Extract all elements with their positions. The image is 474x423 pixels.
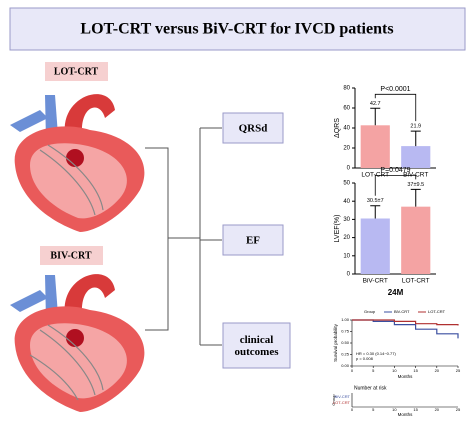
title: LOT-CRT versus BiV-CRT for IVCD patients: [80, 21, 393, 38]
survival-curve: [352, 319, 459, 339]
legend-label: BiV-CRT: [394, 309, 410, 314]
bar: [401, 206, 431, 274]
risk-x-tick-label: 10: [392, 407, 397, 412]
y-tick-label: 30: [343, 217, 350, 223]
y-tick-label: 40: [343, 199, 350, 205]
value-label: 30.5±7: [367, 198, 384, 204]
y-label: LVEF(%): [334, 215, 341, 243]
y-label: Survival probability: [333, 323, 338, 362]
risk-x-tick-label: 0: [351, 407, 354, 412]
survival-curve: [352, 319, 459, 326]
bar: [401, 146, 431, 168]
group-label: LOT-CRT: [54, 66, 99, 77]
outcome-box: [222, 322, 291, 369]
significance-bracket: [374, 174, 417, 196]
error-bar: [410, 188, 421, 207]
y-tick-label: 1.00: [341, 317, 350, 322]
legend-title: Group: [364, 309, 376, 314]
heart: [10, 274, 145, 412]
outcome: QRSd: [239, 123, 268, 135]
y-tick-label: 60: [343, 106, 350, 112]
error-bar: [410, 130, 421, 147]
risk-table-title: Number at risk: [354, 385, 387, 391]
error-bar: [370, 107, 381, 126]
outcome: EF: [246, 235, 260, 247]
p-value: P=0.0479: [380, 167, 410, 174]
annotation: p = 0.008: [356, 356, 374, 361]
group-label: BIV-CRT: [50, 250, 91, 261]
outcome-box: [222, 112, 284, 144]
y-tick-label: 80: [343, 86, 350, 92]
x-tick-label: 20: [435, 368, 440, 373]
x-tick-label: 0: [351, 368, 354, 373]
risk-table-label: BiV-CRT: [335, 394, 351, 399]
outcome: clinical outcomes: [234, 333, 279, 358]
outcome-box: [222, 224, 284, 256]
y-tick-label: 40: [343, 126, 350, 132]
bar: [360, 218, 390, 274]
y-tick-label: 0.50: [341, 340, 350, 345]
x-tick-label: 5: [372, 368, 375, 373]
outcome-wrap: clinical outcomes: [234, 333, 279, 358]
heart: [10, 94, 145, 232]
risk-table-label: LOT-CRT: [333, 400, 351, 405]
y-tick-label: 0: [347, 272, 351, 278]
title-box: [9, 7, 466, 51]
x-tick-label: LOT-CRT: [402, 278, 430, 285]
x-label: 24M: [388, 288, 404, 297]
y-tick-label: 0.00: [341, 363, 350, 368]
x-tick-label: 10: [392, 368, 397, 373]
y-tick-label: 20: [343, 146, 350, 152]
group-label-box: [45, 62, 108, 81]
risk-x-tick-label: 20: [435, 407, 440, 412]
group-label-box: [40, 246, 103, 265]
risk-x-tick-label: 5: [372, 407, 375, 412]
y-tick-label: 20: [343, 235, 350, 241]
risk-x-tick-label: 15: [413, 407, 418, 412]
y-tick-label: 0: [347, 166, 351, 172]
x-tick-label: 25: [456, 368, 461, 373]
error-bar: [370, 205, 381, 219]
significance-bracket: [374, 93, 417, 122]
risk-x-tick-label: 25: [456, 407, 461, 412]
x-label: Months: [398, 374, 414, 379]
value-label: 21.9: [410, 124, 421, 130]
x-tick-label: BiV-CRT: [363, 278, 388, 285]
y-tick-label: 10: [343, 253, 350, 259]
y-tick-label: 0.25: [341, 352, 350, 357]
legend-label: LOT-CRT: [428, 309, 446, 314]
bar: [360, 125, 390, 168]
x-tick-label: 15: [413, 368, 418, 373]
risk-table-ylabel: Group: [331, 394, 336, 406]
y-label: ΔQRS: [334, 118, 341, 138]
p-value: P<0.0001: [380, 86, 410, 93]
risk-x-label: Months: [398, 412, 414, 417]
value-label: 37±9.5: [407, 182, 424, 188]
annotation: HR = 0.30 (0.14~0.77): [356, 351, 396, 356]
value-label: 42.7: [370, 101, 381, 107]
connector: [145, 127, 222, 346]
y-tick-label: 50: [343, 181, 350, 187]
y-tick-label: 0.75: [341, 329, 350, 334]
